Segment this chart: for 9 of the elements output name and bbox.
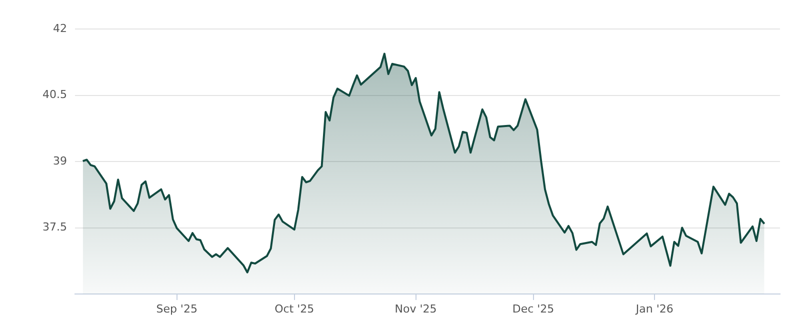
x-tick-label: Dec '25 [512,302,554,316]
x-tick-label: Oct '25 [274,302,314,316]
x-tick-label: Jan '26 [634,302,674,316]
x-tick-label: Sep '25 [156,302,198,316]
y-tick-label: 37.5 [42,220,67,234]
y-tick-label: 40.5 [42,88,67,102]
y-tick-label: 39 [53,154,67,168]
x-tick-label: Nov '25 [394,302,437,316]
y-tick-label: 42 [53,22,67,35]
